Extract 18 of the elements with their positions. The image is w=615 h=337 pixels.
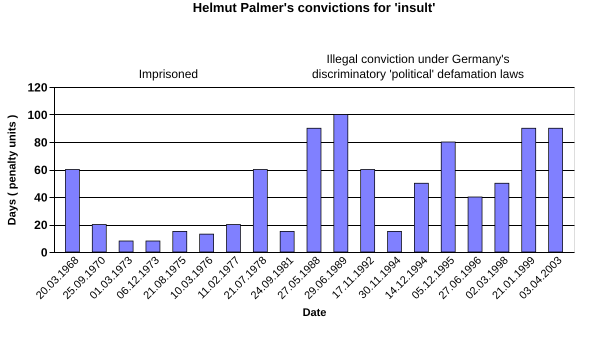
text: Illegal conviction under Germany's discriminatory 'political' defamation laws bbox=[312, 52, 524, 81]
chart-title: Helmut Palmer's convictions for 'insult' bbox=[192, 0, 436, 15]
bar bbox=[387, 231, 402, 252]
bar bbox=[146, 240, 160, 252]
y-tick-label: 100 bbox=[27, 108, 48, 122]
text: Imprisoned bbox=[138, 67, 198, 81]
bar bbox=[199, 234, 214, 252]
y-tick-label: 80 bbox=[34, 136, 48, 150]
bar bbox=[118, 240, 134, 252]
y-tick-label: 20 bbox=[34, 218, 48, 232]
y-tick-label: 0 bbox=[40, 246, 48, 260]
y-tick-label: 60 bbox=[34, 163, 48, 177]
y-tick-label: 120 bbox=[27, 80, 48, 94]
bar bbox=[280, 231, 295, 252]
bar bbox=[172, 231, 188, 252]
y-axis-title: Days ( penalty units ) bbox=[6, 114, 18, 226]
x-axis-title: Date bbox=[302, 307, 326, 320]
y-tick-label: 40 bbox=[34, 190, 48, 204]
